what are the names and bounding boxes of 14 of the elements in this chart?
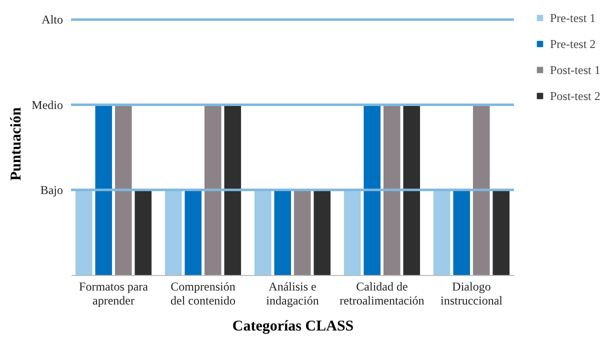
x-axis-title: Categorías CLASS <box>232 318 354 334</box>
legend-label: Post-test 1 <box>550 63 600 77</box>
x-tick-label: Calidad de retroalimentación <box>340 280 424 308</box>
ref-line-label: Alto <box>42 12 63 27</box>
x-tick-label: Análisis e indagación <box>266 280 319 308</box>
legend-label: Pre-test 1 <box>550 11 596 25</box>
ref-line-label: Bajo <box>40 182 63 197</box>
x-tick-label: Formatos para aprender <box>79 280 149 308</box>
legend-label: Post-test 2 <box>550 89 600 103</box>
x-tick-label: Comprensión del contenido <box>170 280 236 308</box>
y-axis-title: Puntuación <box>8 106 24 181</box>
x-tick-label: Dialogo instruccional <box>440 280 504 308</box>
ref-line-label: Medio <box>32 98 63 112</box>
legend-label: Pre-test 2 <box>550 37 596 51</box>
